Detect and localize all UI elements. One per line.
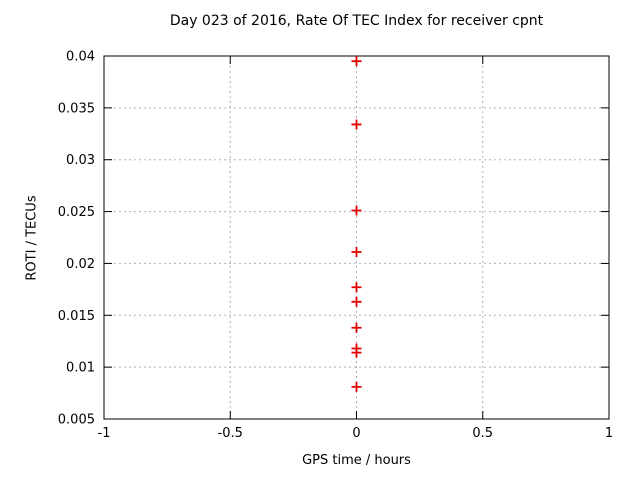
y-tick-label: 0.02: [66, 257, 95, 272]
data-point-marker: [351, 205, 362, 216]
data-point-marker: [351, 282, 362, 293]
chart-title: Day 023 of 2016, Rate Of TEC Index for r…: [169, 13, 544, 29]
x-tick-label: 0: [352, 426, 360, 441]
y-tick-label: 0.01: [66, 361, 95, 376]
x-tick-label: 1: [605, 426, 613, 441]
y-tick-label: 0.025: [58, 205, 95, 220]
data-point-marker: [351, 322, 362, 333]
y-tick-label: 0.015: [58, 309, 95, 324]
data-point-marker: [351, 347, 362, 358]
data-point-marker: [351, 381, 362, 392]
x-tick-label: 0.5: [472, 426, 493, 441]
y-tick-label: 0.005: [58, 413, 95, 428]
data-point-marker: [351, 296, 362, 307]
data-point-marker: [351, 119, 362, 130]
x-axis-label: GPS time / hours: [302, 453, 411, 468]
y-tick-label: 0.04: [66, 50, 95, 65]
y-tick-label: 0.035: [58, 101, 95, 116]
data-point-marker: [351, 247, 362, 258]
y-tick-label: 0.03: [66, 153, 95, 168]
x-tick-label: -0.5: [218, 426, 243, 441]
data-point-marker: [351, 56, 362, 67]
x-tick-label: -1: [98, 426, 111, 441]
